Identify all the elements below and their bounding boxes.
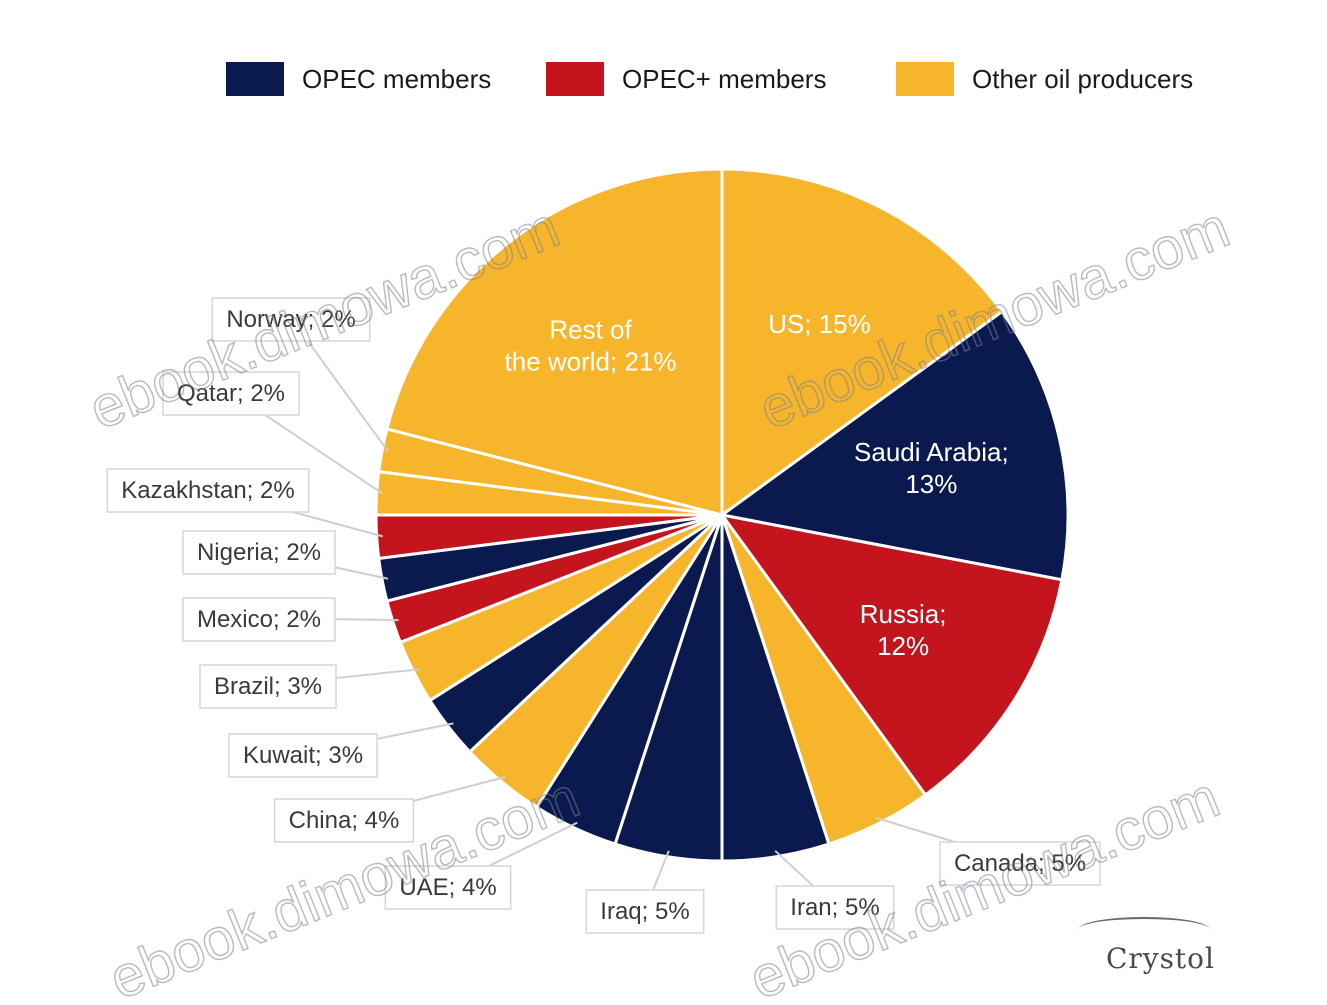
data-label-box-kazakhstan [106,468,310,513]
legend-item-opec: OPEC members [226,62,491,96]
data-label-text-kazakhstan: Kazakhstan; 2% [121,477,294,504]
data-label-china: China; 4% [273,798,415,843]
data-label-text-kuwait: Kuwait; 3% [243,742,363,769]
data-label-text-norway: Norway; 2% [226,306,355,333]
legend-swatch-other [896,62,954,96]
data-label-iran: Iran; 5% [775,885,895,930]
data-label-kazakhstan: Kazakhstan; 2% [106,468,310,513]
data-label-box-nigeria [182,530,336,575]
legend-label-opec-plus: OPEC+ members [622,63,827,94]
logo-arc [1079,917,1209,941]
data-label-box-kuwait [228,733,378,778]
data-label-us: US; 15% [768,309,871,339]
data-label-mexico: Mexico; 2% [182,597,336,642]
legend: OPEC members OPEC+ members Other oil pro… [0,62,1327,110]
pie-slice-rest-of-the-world [385,167,724,517]
data-label-kuwait: Kuwait; 3% [228,733,378,778]
data-label-qatar: Qatar; 2% [162,371,300,416]
data-label-box-uae [384,865,512,910]
legend-label-other: Other oil producers [972,63,1194,94]
data-label-brazil: Brazil; 3% [199,664,337,709]
data-label-box-norway [211,297,371,342]
data-label-box-iraq [585,889,705,934]
data-label-box-canada [939,841,1101,886]
pie-slice-saudi-arabia [718,309,1070,582]
data-label-text-qatar: Qatar; 2% [177,380,285,407]
data-label-text-iraq: Iraq; 5% [600,898,689,925]
data-label-uae: UAE; 4% [384,865,512,910]
data-label-box-iran [775,885,895,930]
pie-slice-us [720,167,1005,518]
data-label-box-qatar [162,371,300,416]
data-label-rest-of-the-world: Rest of the world; 21% [505,314,677,376]
pie-slices [374,167,1070,863]
data-label-box-brazil [199,664,337,709]
pie-data-labels: US; 15% Saudi Arabia; 13% Russia; 12% Canada;… [106,297,1101,934]
data-label-text-nigeria: Nigeria; 2% [197,539,321,566]
data-label-nigeria: Nigeria; 2% [182,530,336,575]
data-label-text-mexico: Mexico; 2% [197,606,321,633]
data-label-text-china: China; 4% [289,807,400,834]
data-label-canada: Canada; 5% [939,841,1101,886]
data-label-text-canada: Canada; 5% [954,850,1086,877]
data-label-saudi-arabia: Saudi Arabia; 13% [854,437,1009,499]
data-label-text-uae: UAE; 4% [399,874,496,901]
data-label-norway: Norway; 2% [211,297,371,342]
legend-swatch-opec [226,62,284,96]
data-label-iraq: Iraq; 5% [585,889,705,934]
legend-label-opec: OPEC members [302,63,492,94]
data-label-box-mexico [182,597,336,642]
legend-item-opec-plus: OPEC+ members [546,62,826,96]
data-label-text-brazil: Brazil; 3% [214,673,322,700]
data-label-box-china [273,798,415,843]
data-label-text-iran: Iran; 5% [790,894,879,921]
data-label-russia: Russia; 12% [860,599,947,661]
crystol-logo: Crystol [1105,942,1215,975]
pie-slice-russia [718,512,1064,798]
legend-item-other: Other oil producers [896,62,1193,96]
legend-swatch-opec-plus [546,62,604,96]
